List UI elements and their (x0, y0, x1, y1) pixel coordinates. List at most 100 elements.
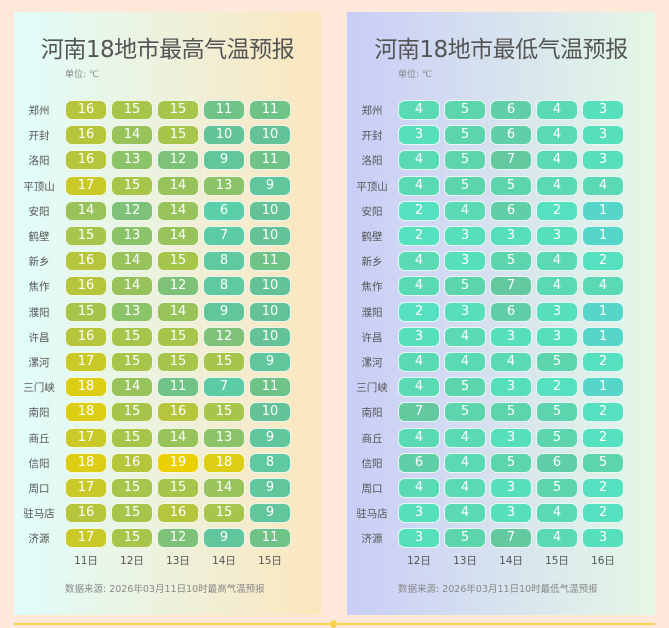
column-label: 16日 (591, 555, 615, 567)
heatmap-cell: 19 (157, 452, 199, 473)
heatmap-cell: 4 (398, 427, 440, 448)
heatmap-cell: 14 (65, 200, 107, 221)
heatmap-cell: 5 (444, 276, 486, 297)
heatmap-cell: 13 (203, 427, 245, 448)
heatmap-cell: 4 (398, 478, 440, 498)
heatmap-cell: 2 (582, 251, 624, 272)
column-label: 11日 (74, 555, 98, 567)
heatmap-cell: 6 (398, 452, 440, 473)
min-temp-panel: 河南18地市最低气温预报 单位: ℃ 郑州 4 5 6 4 3 开封 3 5 6 4 3 洛阳 4 5 7 4 3… (347, 12, 655, 615)
heatmap-cell: 2 (582, 427, 624, 448)
heatmap-cell: 4 (536, 528, 578, 549)
heatmap-cell: 4 (536, 251, 578, 272)
heatmap-cell: 5 (490, 402, 532, 423)
heatmap-cell: 14 (157, 226, 199, 246)
row-label: 商丘 (28, 432, 50, 445)
heatmap-cell: 4 (536, 175, 578, 196)
heatmap-cell: 11 (249, 251, 291, 272)
heatmap-cell: 7 (490, 276, 532, 297)
heatmap-cell: 12 (111, 200, 153, 221)
heatmap-cell: 9 (203, 150, 245, 171)
heatmap-cell: 4 (444, 352, 486, 372)
heatmap-cell: 11 (249, 150, 291, 171)
row-label: 新乡 (361, 256, 383, 269)
heatmap-cell: 15 (65, 301, 107, 322)
heatmap-cell: 17 (65, 352, 107, 372)
heatmap-cell: 1 (582, 301, 624, 322)
heatmap-cell: 14 (157, 427, 199, 448)
heatmap-cell: 15 (111, 326, 153, 347)
heatmap-cell: 2 (582, 478, 624, 498)
heatmap-cell: 15 (111, 427, 153, 448)
row-label: 信阳 (28, 457, 50, 470)
source-note: 数据来源: 2026年03月11日10时最高气温预报 (65, 584, 265, 595)
heatmap-cell: 3 (444, 226, 486, 246)
heatmap-cell: 2 (582, 402, 624, 423)
heatmap-cell: 4 (398, 150, 440, 171)
heatmap-cell: 17 (65, 528, 107, 549)
heatmap-cell: 11 (249, 100, 291, 120)
heatmap-cell: 2 (582, 352, 624, 372)
heatmap-cell: 6 (490, 301, 532, 322)
heatmap-cell: 6 (203, 200, 245, 221)
heatmap-cell: 5 (490, 452, 532, 473)
heatmap-cell: 15 (157, 326, 199, 347)
heatmap-cell: 3 (490, 226, 532, 246)
heatmap-cell: 17 (65, 478, 107, 498)
row-label: 鹤壁 (28, 231, 50, 243)
row-label: 濮阳 (361, 306, 383, 319)
heatmap-cell: 2 (582, 503, 624, 524)
heatmap-cell: 14 (111, 276, 153, 297)
row-label: 南阳 (361, 407, 383, 420)
heatmap-cell: 5 (444, 528, 486, 549)
column-label: 12日 (407, 555, 431, 567)
heatmap-cell: 8 (249, 452, 291, 473)
row-label: 开封 (361, 130, 383, 143)
heatmap-cell: 11 (249, 528, 291, 549)
column-label: 15日 (545, 555, 569, 567)
heatmap-cell: 13 (111, 301, 153, 322)
heatmap-cell: 17 (65, 175, 107, 196)
heatmap-cell: 15 (111, 528, 153, 549)
heatmap-cell: 15 (111, 175, 153, 196)
heatmap-cell: 4 (490, 352, 532, 372)
heatmap-cell: 5 (536, 427, 578, 448)
row-label: 三门峡 (356, 382, 388, 395)
heatmap-cell: 5 (444, 150, 486, 171)
heatmap-cell: 15 (157, 125, 199, 146)
heatmap-cell: 9 (249, 478, 291, 498)
column-label: 14日 (499, 555, 523, 567)
heatmap-cell: 3 (536, 226, 578, 246)
heatmap-cell: 15 (203, 352, 245, 372)
heatmap-cell: 10 (249, 402, 291, 423)
heatmap-cell: 7 (490, 528, 532, 549)
heatmap-cell: 4 (398, 352, 440, 372)
heatmap-cell: 7 (203, 377, 245, 398)
heatmap-cell: 18 (65, 402, 107, 423)
heatmap-cell: 5 (490, 175, 532, 196)
row-label: 漯河 (28, 357, 50, 369)
unit-label: 单位: ℃ (65, 70, 100, 80)
row-label: 濮阳 (28, 306, 50, 319)
heatmap-cell: 10 (249, 301, 291, 322)
heatmap-cell: 3 (582, 528, 624, 549)
heatmap-cell: 1 (582, 377, 624, 398)
heatmap-cell: 6 (490, 200, 532, 221)
heatmap-cell: 15 (111, 402, 153, 423)
column-label: 13日 (453, 555, 477, 567)
row-label: 焦作 (361, 281, 383, 294)
heatmap-cell: 5 (536, 402, 578, 423)
heatmap-cell: 16 (65, 125, 107, 146)
heatmap-cell: 15 (157, 478, 199, 498)
column-label: 14日 (212, 555, 236, 567)
heatmap-cell: 16 (65, 326, 107, 347)
row-label: 许昌 (28, 331, 50, 344)
heatmap-cell: 4 (398, 276, 440, 297)
heatmap-cell: 6 (490, 125, 532, 146)
source-note: 数据来源: 2026年03月11日10时最低气温预报 (398, 584, 598, 595)
row-label: 信阳 (361, 457, 383, 470)
heatmap-cell: 4 (582, 175, 624, 196)
row-label: 平顶山 (23, 180, 55, 193)
heatmap-cell: 3 (398, 528, 440, 549)
heatmap-cell: 4 (444, 427, 486, 448)
